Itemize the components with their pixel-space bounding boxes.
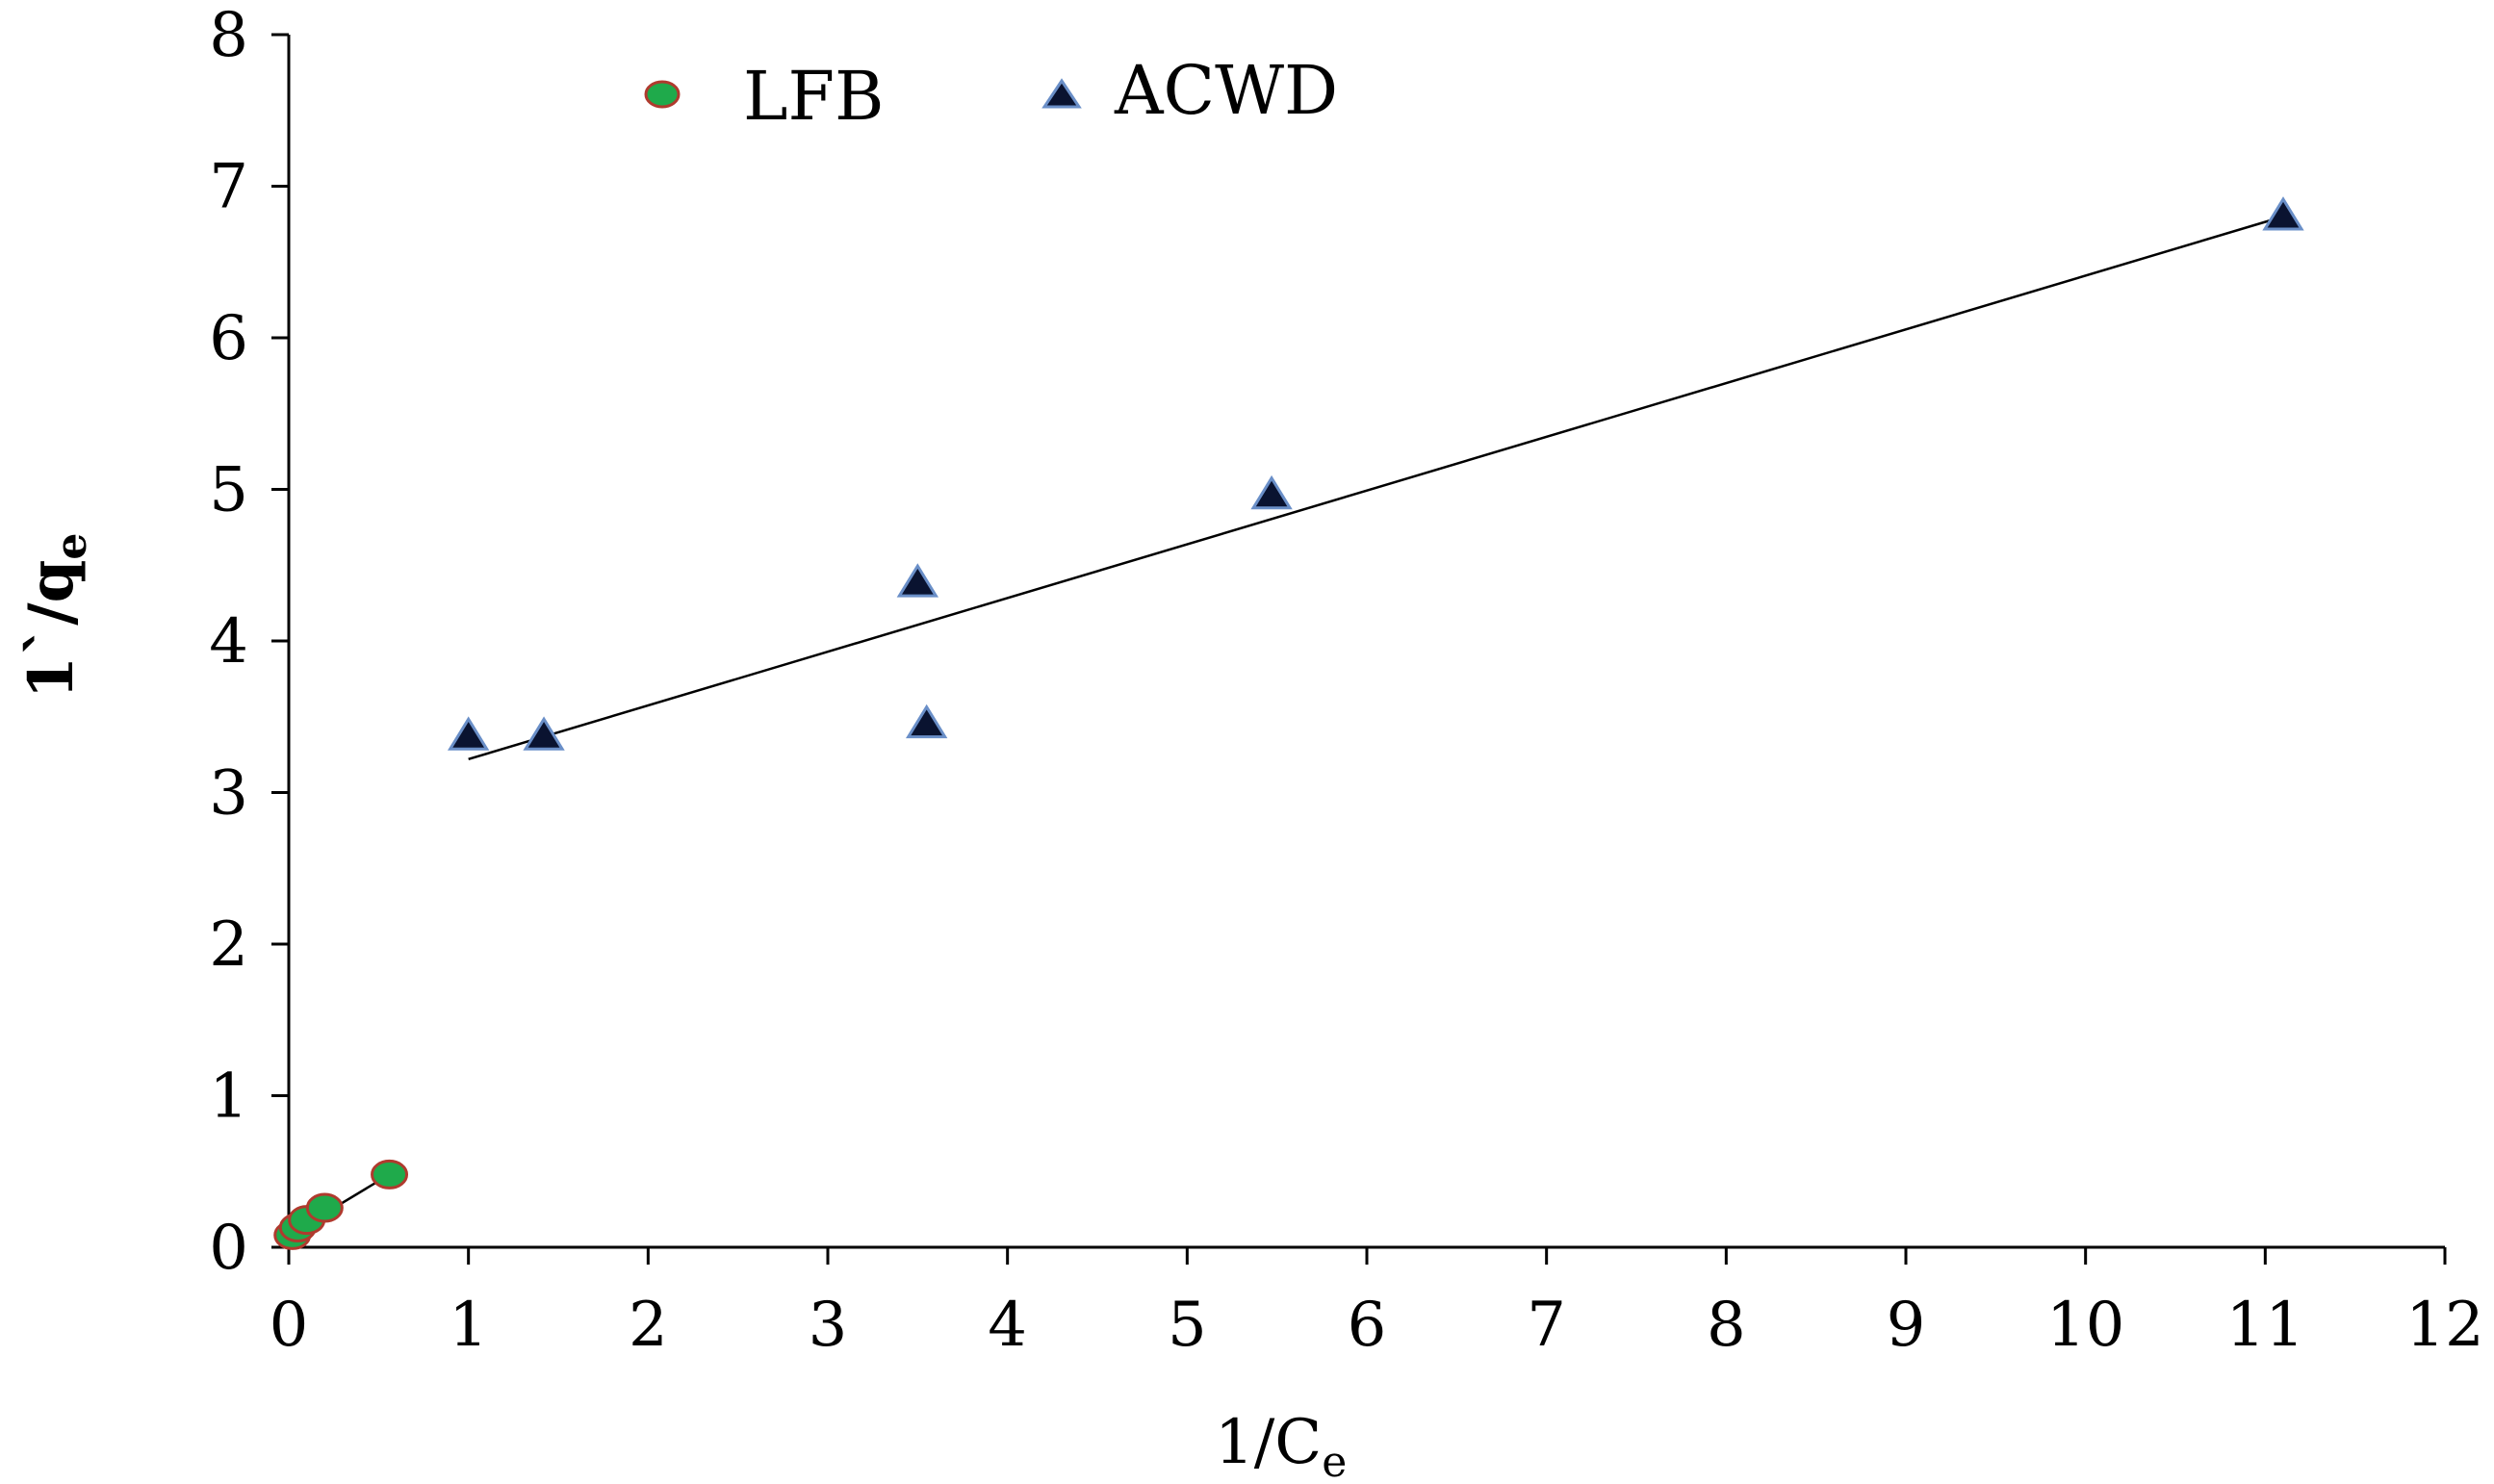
legend-lfb-label: LFB <box>743 57 885 136</box>
acwd-point <box>896 563 939 598</box>
trendlines <box>288 215 2284 1237</box>
y-tick-label: 5 <box>209 455 248 526</box>
acwd-trendline <box>468 215 2284 761</box>
legend-acwd-label: ACWD <box>1114 51 1338 130</box>
x-tick-label: 12 <box>2405 1290 2483 1361</box>
legend-lfb-marker <box>644 80 681 109</box>
y-axis-title: 1`/qe <box>15 533 96 700</box>
x-tick-label: 5 <box>1168 1290 1207 1361</box>
markers <box>273 196 2304 1250</box>
x-tick-label: 3 <box>809 1290 848 1361</box>
x-tick-label: 9 <box>1887 1290 1926 1361</box>
x-tick-label: 11 <box>2226 1290 2304 1361</box>
acwd-point <box>523 716 565 751</box>
acwd-point <box>2262 196 2304 231</box>
x-tick-label: 8 <box>1707 1290 1746 1361</box>
x-tick-label: 10 <box>2046 1290 2124 1361</box>
x-axis-title: 1/Ce <box>1215 1407 1347 1484</box>
x-tick-label: 4 <box>988 1290 1027 1361</box>
y-tick-label: 7 <box>209 152 248 223</box>
y-tick-label: 1 <box>209 1062 248 1133</box>
acwd-point <box>905 704 948 739</box>
lfb-point <box>371 1159 409 1190</box>
x-tick-label: 7 <box>1527 1290 1566 1361</box>
y-tick-label: 0 <box>209 1213 248 1284</box>
y-tick-label: 6 <box>209 303 248 374</box>
y-tick-label: 4 <box>209 606 248 678</box>
y-tick-label: 3 <box>209 758 248 830</box>
y-tick-label: 2 <box>209 909 248 981</box>
x-tick-label: 0 <box>270 1290 309 1361</box>
axes <box>287 35 2445 1249</box>
acwd-point <box>447 716 490 751</box>
y-tick-label: 8 <box>209 0 248 71</box>
legend-acwd-marker <box>1041 78 1082 109</box>
lfb-point <box>305 1192 344 1223</box>
x-tick-label: 2 <box>629 1290 668 1361</box>
acwd-point <box>1250 474 1293 510</box>
legend: LFB ACWD <box>644 51 1338 136</box>
x-tick-label: 6 <box>1348 1290 1387 1361</box>
x-tick-label: 1 <box>449 1290 488 1361</box>
